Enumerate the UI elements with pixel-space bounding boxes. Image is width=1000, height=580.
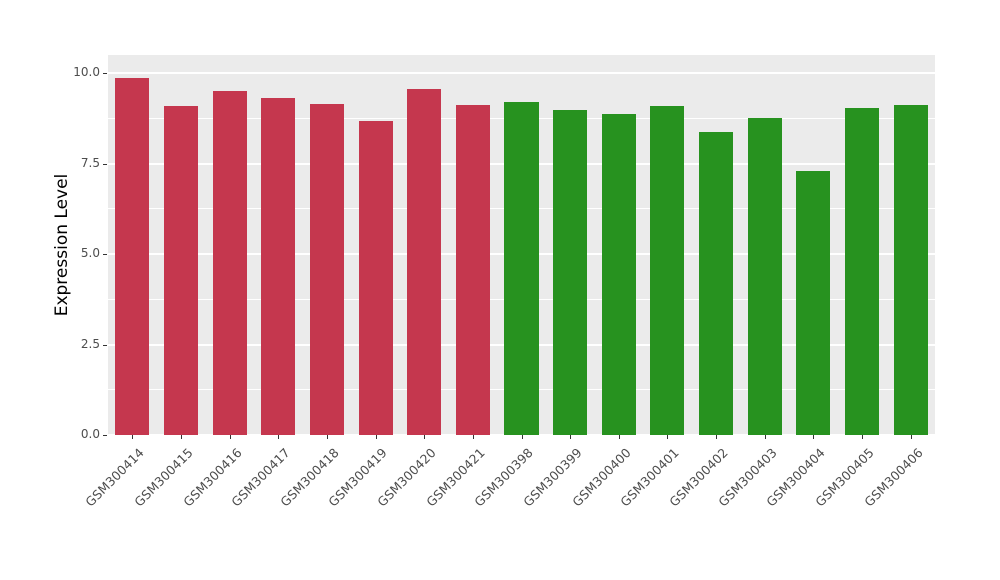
bar-GSM300417 — [261, 98, 296, 435]
bar-GSM300419 — [358, 121, 393, 435]
x-tick-mark — [667, 435, 669, 439]
x-tick-mark — [472, 435, 474, 439]
y-tick-mark — [103, 254, 107, 256]
bar-GSM300400 — [601, 114, 636, 435]
x-tick-mark — [278, 435, 280, 439]
bar-GSM300404 — [796, 171, 831, 435]
y-tick-label: 7.5 — [80, 155, 100, 170]
y-tick-label: 10.0 — [73, 65, 100, 80]
x-tick-mark — [180, 435, 182, 439]
plot-panel — [108, 55, 935, 436]
bar-GSM300402 — [699, 132, 734, 435]
bar-GSM300403 — [747, 117, 782, 435]
x-tick-mark — [229, 435, 231, 439]
y-tick-label: 5.0 — [80, 246, 100, 261]
x-tick-mark — [424, 435, 426, 439]
y-tick-mark — [103, 163, 107, 165]
bar-GSM300405 — [845, 108, 880, 435]
x-tick-mark — [521, 435, 523, 439]
y-tick-label: 0.0 — [80, 427, 100, 441]
bar-GSM300418 — [309, 104, 344, 435]
y-tick-mark — [103, 435, 107, 436]
x-tick-mark — [910, 435, 912, 439]
y-tick-mark — [103, 344, 107, 346]
bar-GSM300406 — [893, 104, 928, 435]
bar-GSM300416 — [212, 91, 247, 435]
y-tick-label: 2.5 — [80, 336, 100, 351]
x-tick-mark — [570, 435, 572, 439]
bar-GSM300421 — [455, 104, 490, 435]
gridline-major — [108, 72, 935, 75]
x-tick-mark — [618, 435, 620, 439]
y-axis-title: Expression Level — [52, 173, 72, 317]
bar-GSM300414 — [115, 78, 150, 435]
bar-GSM300399 — [553, 110, 588, 435]
x-tick-mark — [326, 435, 328, 439]
x-tick-mark — [132, 435, 134, 439]
x-tick-mark — [764, 435, 766, 439]
x-tick-mark — [862, 435, 864, 439]
bar-GSM300415 — [163, 106, 198, 435]
y-tick-mark — [103, 73, 107, 75]
bar-GSM300398 — [504, 102, 539, 435]
bar-GSM300420 — [407, 89, 442, 435]
x-tick-mark — [813, 435, 815, 439]
x-tick-mark — [716, 435, 718, 439]
x-tick-mark — [375, 435, 377, 439]
bar-GSM300401 — [650, 106, 685, 435]
